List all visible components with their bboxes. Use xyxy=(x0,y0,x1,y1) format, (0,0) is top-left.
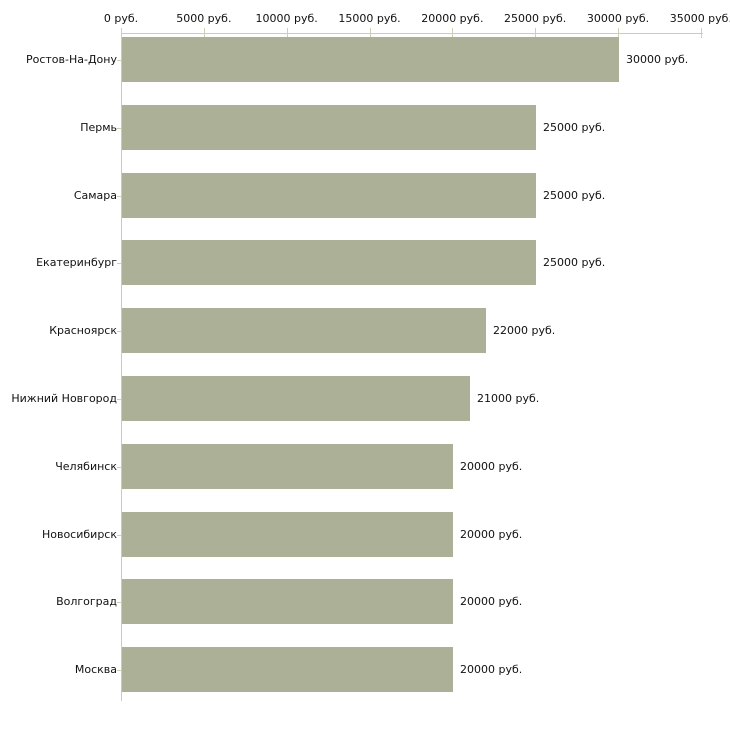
x-tick-mark xyxy=(535,28,537,38)
x-axis-line xyxy=(121,33,703,34)
bar-Красноярск xyxy=(122,308,486,353)
x-tick-mark xyxy=(121,28,122,38)
category-label: Красноярск xyxy=(49,324,117,337)
bar-Москва xyxy=(122,647,453,692)
category-tick-mark xyxy=(117,196,121,197)
category-tick-mark xyxy=(117,60,121,61)
category-label: Екатеринбург xyxy=(36,256,117,269)
x-tick-label: 20000 руб. xyxy=(421,12,484,25)
bar-value-label: 21000 руб. xyxy=(477,392,540,405)
bar-Нижний Новгород xyxy=(122,376,470,421)
x-tick-mark xyxy=(369,28,371,38)
bar-value-label: 25000 руб. xyxy=(543,189,606,202)
category-tick-mark xyxy=(117,399,121,400)
x-tick-label: 0 руб. xyxy=(103,12,139,25)
bar-value-label: 20000 руб. xyxy=(460,663,523,676)
bar-Ростов-На-Дону xyxy=(122,37,619,82)
category-label: Пермь xyxy=(80,121,117,134)
bar-Екатеринбург xyxy=(122,240,536,285)
bar-Пермь xyxy=(122,105,536,150)
category-tick-mark xyxy=(117,467,121,468)
bar-Челябинск xyxy=(122,444,453,489)
category-tick-mark xyxy=(117,263,121,264)
category-label: Москва xyxy=(74,663,117,676)
bar-value-label: 30000 руб. xyxy=(626,53,689,66)
x-tick-label: 15000 руб. xyxy=(338,12,401,25)
bar-value-label: 25000 руб. xyxy=(543,121,606,134)
bar-Новосибирск xyxy=(122,512,453,557)
x-tick-mark xyxy=(700,28,702,38)
x-tick-label: 25000 руб. xyxy=(504,12,567,25)
category-tick-mark xyxy=(117,535,121,536)
category-label: Новосибирск xyxy=(41,528,117,541)
bar-Волгоград xyxy=(122,579,453,624)
bar-value-label: 20000 руб. xyxy=(460,595,523,608)
category-label: Нижний Новгород xyxy=(11,392,117,405)
x-tick-label: 10000 руб. xyxy=(255,12,318,25)
bar-value-label: 20000 руб. xyxy=(460,460,523,473)
bar-Самара xyxy=(122,173,536,218)
bar-value-label: 20000 руб. xyxy=(460,528,523,541)
x-tick-mark xyxy=(203,28,205,38)
bar-value-label: 22000 руб. xyxy=(493,324,556,337)
y-axis-line xyxy=(121,33,122,701)
x-tick-mark xyxy=(286,28,288,38)
category-tick-mark xyxy=(117,670,121,671)
x-tick-label: 35000 руб. xyxy=(669,12,730,25)
x-tick-mark xyxy=(452,28,454,38)
category-tick-mark xyxy=(117,602,121,603)
x-tick-mark xyxy=(618,28,619,38)
category-tick-mark xyxy=(117,128,121,129)
category-label: Челябинск xyxy=(55,460,117,473)
x-tick-label: 5000 руб. xyxy=(176,12,232,25)
category-label: Ростов-На-Дону xyxy=(25,53,117,66)
category-label: Самара xyxy=(73,189,117,202)
x-tick-label: 30000 руб. xyxy=(586,12,650,25)
category-tick-mark xyxy=(117,331,121,332)
bar-value-label: 25000 руб. xyxy=(543,256,606,269)
category-label: Волгоград xyxy=(56,595,117,608)
